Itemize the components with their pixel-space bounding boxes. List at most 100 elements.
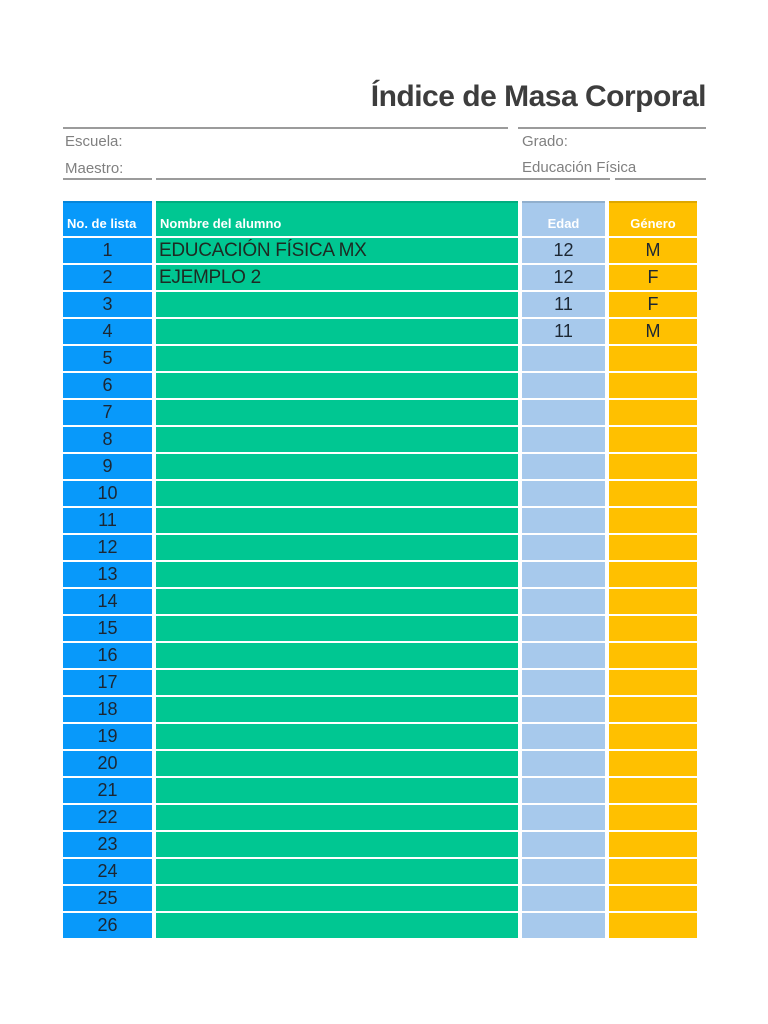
age-cell[interactable] bbox=[522, 481, 605, 506]
row-number-cell[interactable]: 26 bbox=[63, 913, 152, 938]
gender-cell[interactable] bbox=[609, 535, 697, 560]
row-number-cell[interactable]: 5 bbox=[63, 346, 152, 371]
gender-cell[interactable] bbox=[609, 562, 697, 587]
row-number-cell[interactable]: 2 bbox=[63, 265, 152, 290]
age-cell[interactable] bbox=[522, 886, 605, 911]
age-cell[interactable]: 11 bbox=[522, 292, 605, 317]
student-name-cell[interactable] bbox=[156, 454, 518, 479]
gender-cell[interactable]: F bbox=[609, 265, 697, 290]
student-name-cell[interactable] bbox=[156, 427, 518, 452]
column-header-no-de-lista[interactable]: No. de lista bbox=[63, 201, 152, 236]
gender-cell[interactable] bbox=[609, 778, 697, 803]
student-name-cell[interactable] bbox=[156, 913, 518, 938]
age-cell[interactable] bbox=[522, 427, 605, 452]
gender-cell[interactable]: F bbox=[609, 292, 697, 317]
row-number-cell[interactable]: 10 bbox=[63, 481, 152, 506]
age-cell[interactable] bbox=[522, 373, 605, 398]
age-cell[interactable] bbox=[522, 751, 605, 776]
row-number-cell[interactable]: 17 bbox=[63, 670, 152, 695]
student-name-cell[interactable] bbox=[156, 643, 518, 668]
row-number-cell[interactable]: 20 bbox=[63, 751, 152, 776]
student-name-cell[interactable] bbox=[156, 400, 518, 425]
age-cell[interactable] bbox=[522, 778, 605, 803]
gender-cell[interactable] bbox=[609, 427, 697, 452]
gender-cell[interactable] bbox=[609, 751, 697, 776]
age-cell[interactable] bbox=[522, 346, 605, 371]
age-cell[interactable] bbox=[522, 697, 605, 722]
gender-cell[interactable] bbox=[609, 454, 697, 479]
row-number-cell[interactable]: 6 bbox=[63, 373, 152, 398]
student-name-cell[interactable] bbox=[156, 616, 518, 641]
student-name-cell[interactable] bbox=[156, 481, 518, 506]
gender-cell[interactable] bbox=[609, 697, 697, 722]
row-number-cell[interactable]: 13 bbox=[63, 562, 152, 587]
student-name-cell[interactable] bbox=[156, 292, 518, 317]
row-number-cell[interactable]: 11 bbox=[63, 508, 152, 533]
row-number-cell[interactable]: 7 bbox=[63, 400, 152, 425]
row-number-cell[interactable]: 23 bbox=[63, 832, 152, 857]
gender-cell[interactable] bbox=[609, 724, 697, 749]
student-name-cell[interactable] bbox=[156, 724, 518, 749]
row-number-cell[interactable]: 21 bbox=[63, 778, 152, 803]
escuela-field[interactable] bbox=[156, 131, 508, 151]
student-name-cell[interactable] bbox=[156, 832, 518, 857]
age-cell[interactable] bbox=[522, 508, 605, 533]
row-number-cell[interactable]: 22 bbox=[63, 805, 152, 830]
age-cell[interactable] bbox=[522, 859, 605, 884]
student-name-cell[interactable] bbox=[156, 886, 518, 911]
row-number-cell[interactable]: 8 bbox=[63, 427, 152, 452]
student-name-cell[interactable] bbox=[156, 778, 518, 803]
student-name-cell[interactable] bbox=[156, 697, 518, 722]
row-number-cell[interactable]: 1 bbox=[63, 238, 152, 263]
gender-cell[interactable] bbox=[609, 616, 697, 641]
age-cell[interactable] bbox=[522, 589, 605, 614]
row-number-cell[interactable]: 14 bbox=[63, 589, 152, 614]
student-name-cell[interactable] bbox=[156, 346, 518, 371]
age-cell[interactable] bbox=[522, 670, 605, 695]
row-number-cell[interactable]: 18 bbox=[63, 697, 152, 722]
gender-cell[interactable] bbox=[609, 346, 697, 371]
gender-cell[interactable]: M bbox=[609, 319, 697, 344]
row-number-cell[interactable]: 4 bbox=[63, 319, 152, 344]
column-header-genero[interactable]: Género bbox=[609, 201, 697, 236]
gender-cell[interactable] bbox=[609, 373, 697, 398]
student-name-cell[interactable] bbox=[156, 562, 518, 587]
gender-cell[interactable] bbox=[609, 886, 697, 911]
student-name-cell[interactable]: EJEMPLO 2 bbox=[156, 265, 518, 290]
student-name-cell[interactable] bbox=[156, 508, 518, 533]
age-cell[interactable]: 12 bbox=[522, 238, 605, 263]
student-name-cell[interactable] bbox=[156, 319, 518, 344]
student-name-cell[interactable]: EDUCACIÓN FÍSICA MX bbox=[156, 238, 518, 263]
student-name-cell[interactable] bbox=[156, 751, 518, 776]
gender-cell[interactable] bbox=[609, 670, 697, 695]
gender-cell[interactable] bbox=[609, 400, 697, 425]
gender-cell[interactable] bbox=[609, 643, 697, 668]
student-name-cell[interactable] bbox=[156, 589, 518, 614]
row-number-cell[interactable]: 12 bbox=[63, 535, 152, 560]
age-cell[interactable]: 12 bbox=[522, 265, 605, 290]
age-cell[interactable] bbox=[522, 454, 605, 479]
column-header-nombre-del-alumno[interactable]: Nombre del alumno bbox=[156, 201, 518, 236]
student-name-cell[interactable] bbox=[156, 535, 518, 560]
age-cell[interactable] bbox=[522, 400, 605, 425]
age-cell[interactable] bbox=[522, 724, 605, 749]
gender-cell[interactable] bbox=[609, 589, 697, 614]
age-cell[interactable] bbox=[522, 832, 605, 857]
grado-field[interactable] bbox=[585, 131, 706, 151]
row-number-cell[interactable]: 25 bbox=[63, 886, 152, 911]
gender-cell[interactable] bbox=[609, 859, 697, 884]
row-number-cell[interactable]: 24 bbox=[63, 859, 152, 884]
student-name-cell[interactable] bbox=[156, 373, 518, 398]
age-cell[interactable] bbox=[522, 616, 605, 641]
student-name-cell[interactable] bbox=[156, 805, 518, 830]
gender-cell[interactable] bbox=[609, 913, 697, 938]
student-name-cell[interactable] bbox=[156, 859, 518, 884]
age-cell[interactable] bbox=[522, 805, 605, 830]
age-cell[interactable] bbox=[522, 913, 605, 938]
age-cell[interactable] bbox=[522, 643, 605, 668]
column-header-edad[interactable]: Edad bbox=[522, 201, 605, 236]
age-cell[interactable] bbox=[522, 535, 605, 560]
gender-cell[interactable] bbox=[609, 508, 697, 533]
row-number-cell[interactable]: 3 bbox=[63, 292, 152, 317]
student-name-cell[interactable] bbox=[156, 670, 518, 695]
